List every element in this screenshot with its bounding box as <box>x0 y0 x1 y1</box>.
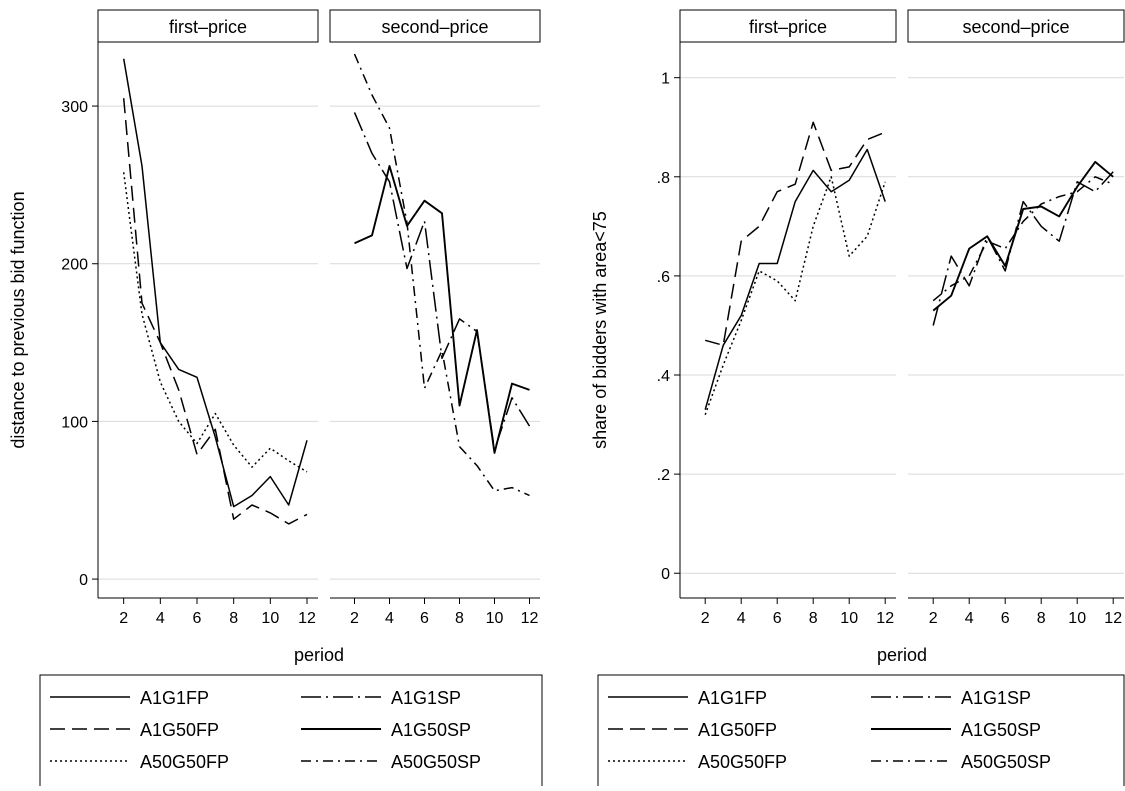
legend-label: A1G1SP <box>961 688 1031 708</box>
series-line-A1G50SP <box>932 160 1114 312</box>
y-tick-label: 0 <box>79 572 88 589</box>
x-tick-label: 2 <box>350 610 359 627</box>
x-tick-label: 2 <box>119 610 128 627</box>
chart-1: first–price 2 4 6 8 10 12 second–price 2 4 6 8 10 12 0… <box>8 9 543 791</box>
panel-title-box <box>329 9 541 43</box>
series-line-A1G1SP <box>932 171 1114 326</box>
legend-label: A1G50SP <box>391 720 471 740</box>
series-line-A50G50SP <box>353 53 530 497</box>
x-tick-label: 12 <box>298 610 316 627</box>
series-line-A1G1FP <box>122 58 308 508</box>
panel-title: first–price <box>169 17 247 37</box>
x-tick-label: 6 <box>193 610 202 627</box>
y-tick-label: 300 <box>61 99 88 116</box>
y-tick-label: .4 <box>657 368 670 385</box>
series-line-A1G50FP <box>704 121 886 347</box>
x-tick-label: 12 <box>1104 610 1122 627</box>
series-line-A1G1FP <box>704 148 886 410</box>
panel-title-box <box>679 9 897 43</box>
panel-title: second–price <box>381 17 488 37</box>
x-tick-label: 8 <box>455 610 464 627</box>
x-tick-label: 2 <box>701 610 710 627</box>
y-axis-title: share of bidders with area<75 <box>590 211 610 449</box>
x-tick-label: 4 <box>965 610 974 627</box>
legend-label: A50G50SP <box>391 752 481 772</box>
legend-label: A1G1FP <box>698 688 767 708</box>
x-axis-title: period <box>294 645 344 665</box>
legend-label: A50G50SP <box>961 752 1051 772</box>
panel-second-price: second–price 2 4 6 8 10 12 <box>329 9 541 627</box>
y-tick-label: 200 <box>61 257 88 274</box>
panel-first-price: first–price 2 4 6 8 10 12 <box>97 9 319 627</box>
legend-box <box>597 674 1125 791</box>
panel-title-box <box>907 9 1125 43</box>
x-axis-title: period <box>877 645 927 665</box>
chart-2: first–price 2 4 6 8 10 12 second–price 2 4 6 8 10 12 0… <box>590 9 1125 791</box>
y-tick-label: 1 <box>661 71 670 88</box>
legend-label: A1G1SP <box>391 688 461 708</box>
y-tick-label: 100 <box>61 414 88 431</box>
legend: A1G1FP A1G50FP A50G50FP A1G1SP A1G50SP A50G50… <box>39 674 543 791</box>
series-line-A50G50FP <box>122 172 308 473</box>
series-line-A50G50SP <box>932 176 1114 302</box>
legend: A1G1FP A1G50FP A50G50FP A1G1SP A1G50SP A50G50… <box>597 674 1125 791</box>
x-tick-label: 12 <box>876 610 894 627</box>
x-tick-label: 10 <box>486 610 504 627</box>
series-line-A1G50FP <box>122 98 308 525</box>
x-tick-label: 4 <box>385 610 394 627</box>
y-tick-label: .6 <box>657 269 670 286</box>
panel-title-box <box>97 9 319 43</box>
legend-label: A1G1FP <box>140 688 209 708</box>
x-tick-label: 12 <box>521 610 539 627</box>
panel-title: second–price <box>962 17 1069 37</box>
x-tick-label: 2 <box>929 610 938 627</box>
panel-title: first–price <box>749 17 827 37</box>
x-tick-label: 8 <box>809 610 818 627</box>
legend-label: A50G50FP <box>698 752 787 772</box>
x-tick-label: 4 <box>737 610 746 627</box>
x-tick-label: 10 <box>840 610 858 627</box>
panel-second-price: second–price 2 4 6 8 10 12 <box>907 9 1125 627</box>
y-tick-label: .8 <box>657 170 670 187</box>
x-tick-label: 6 <box>1001 610 1010 627</box>
legend-label: A1G50SP <box>961 720 1041 740</box>
y-axis-title: distance to previous bid function <box>8 191 28 448</box>
panel-first-price: first–price 2 4 6 8 10 12 <box>679 9 897 627</box>
legend-label: A50G50FP <box>140 752 229 772</box>
y-tick-label: .2 <box>657 467 670 484</box>
y-tick-label: 0 <box>661 566 670 583</box>
legend-label: A1G50FP <box>698 720 777 740</box>
series-line-A50G50FP <box>704 176 886 415</box>
x-tick-label: 6 <box>420 610 429 627</box>
x-tick-label: 10 <box>261 610 279 627</box>
x-tick-label: 6 <box>773 610 782 627</box>
series-line-A1G1SP <box>353 112 531 451</box>
x-tick-label: 8 <box>1037 610 1046 627</box>
x-tick-label: 10 <box>1068 610 1086 627</box>
legend-box <box>39 674 543 791</box>
series-line-A1G50SP <box>354 165 530 454</box>
x-tick-label: 4 <box>156 610 165 627</box>
x-tick-label: 8 <box>229 610 238 627</box>
legend-label: A1G50FP <box>140 720 219 740</box>
